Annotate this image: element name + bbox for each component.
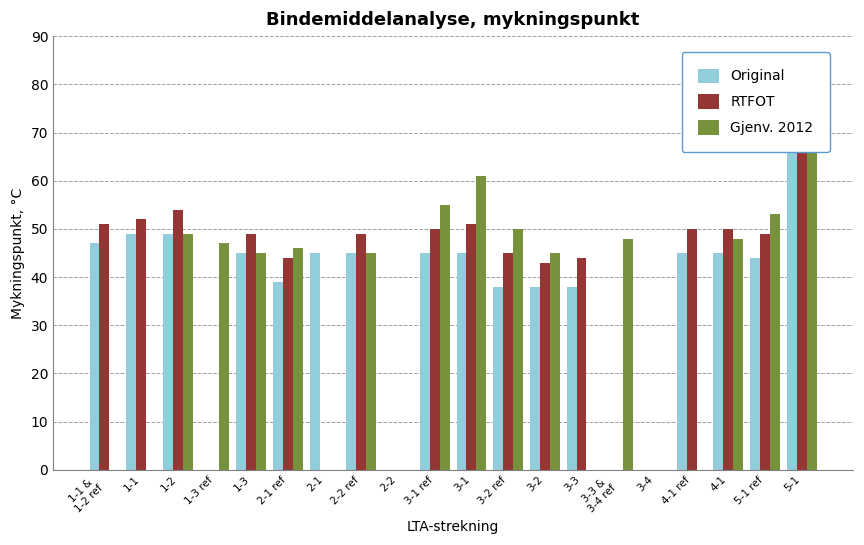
- Bar: [807, 108, 816, 470]
- Bar: [356, 234, 366, 470]
- Bar: [219, 244, 229, 470]
- Bar: [366, 253, 376, 470]
- Bar: [467, 224, 476, 470]
- Bar: [476, 176, 486, 470]
- Bar: [677, 253, 687, 470]
- Bar: [246, 234, 256, 470]
- Bar: [540, 263, 550, 470]
- Bar: [550, 253, 560, 470]
- Bar: [723, 229, 734, 470]
- Legend: Original, RTFOT, Gjenv. 2012: Original, RTFOT, Gjenv. 2012: [682, 52, 830, 152]
- Bar: [273, 282, 283, 470]
- Bar: [237, 253, 246, 470]
- Bar: [173, 210, 182, 470]
- Bar: [256, 253, 266, 470]
- Bar: [429, 229, 440, 470]
- Bar: [623, 239, 633, 470]
- Bar: [283, 258, 293, 470]
- Bar: [687, 229, 696, 470]
- Bar: [182, 234, 193, 470]
- Bar: [99, 224, 110, 470]
- Bar: [137, 219, 146, 470]
- Bar: [440, 205, 449, 470]
- Bar: [493, 287, 503, 470]
- Bar: [420, 253, 429, 470]
- Bar: [530, 287, 540, 470]
- Bar: [797, 70, 807, 470]
- Bar: [760, 234, 770, 470]
- Bar: [503, 253, 513, 470]
- Bar: [126, 234, 137, 470]
- X-axis label: LTA-strekning: LTA-strekning: [407, 520, 499, 534]
- Bar: [714, 253, 723, 470]
- Bar: [734, 239, 743, 470]
- Title: Bindemiddelanalyse, mykningspunkt: Bindemiddelanalyse, mykningspunkt: [266, 11, 639, 29]
- Bar: [770, 215, 780, 470]
- Bar: [293, 248, 302, 470]
- Bar: [456, 253, 467, 470]
- Bar: [567, 287, 576, 470]
- Bar: [90, 244, 99, 470]
- Bar: [346, 253, 356, 470]
- Bar: [750, 258, 760, 470]
- Bar: [163, 234, 173, 470]
- Bar: [309, 253, 320, 470]
- Bar: [576, 258, 587, 470]
- Bar: [787, 80, 797, 470]
- Bar: [513, 229, 523, 470]
- Y-axis label: Mykningspunkt, °C: Mykningspunkt, °C: [11, 187, 25, 319]
